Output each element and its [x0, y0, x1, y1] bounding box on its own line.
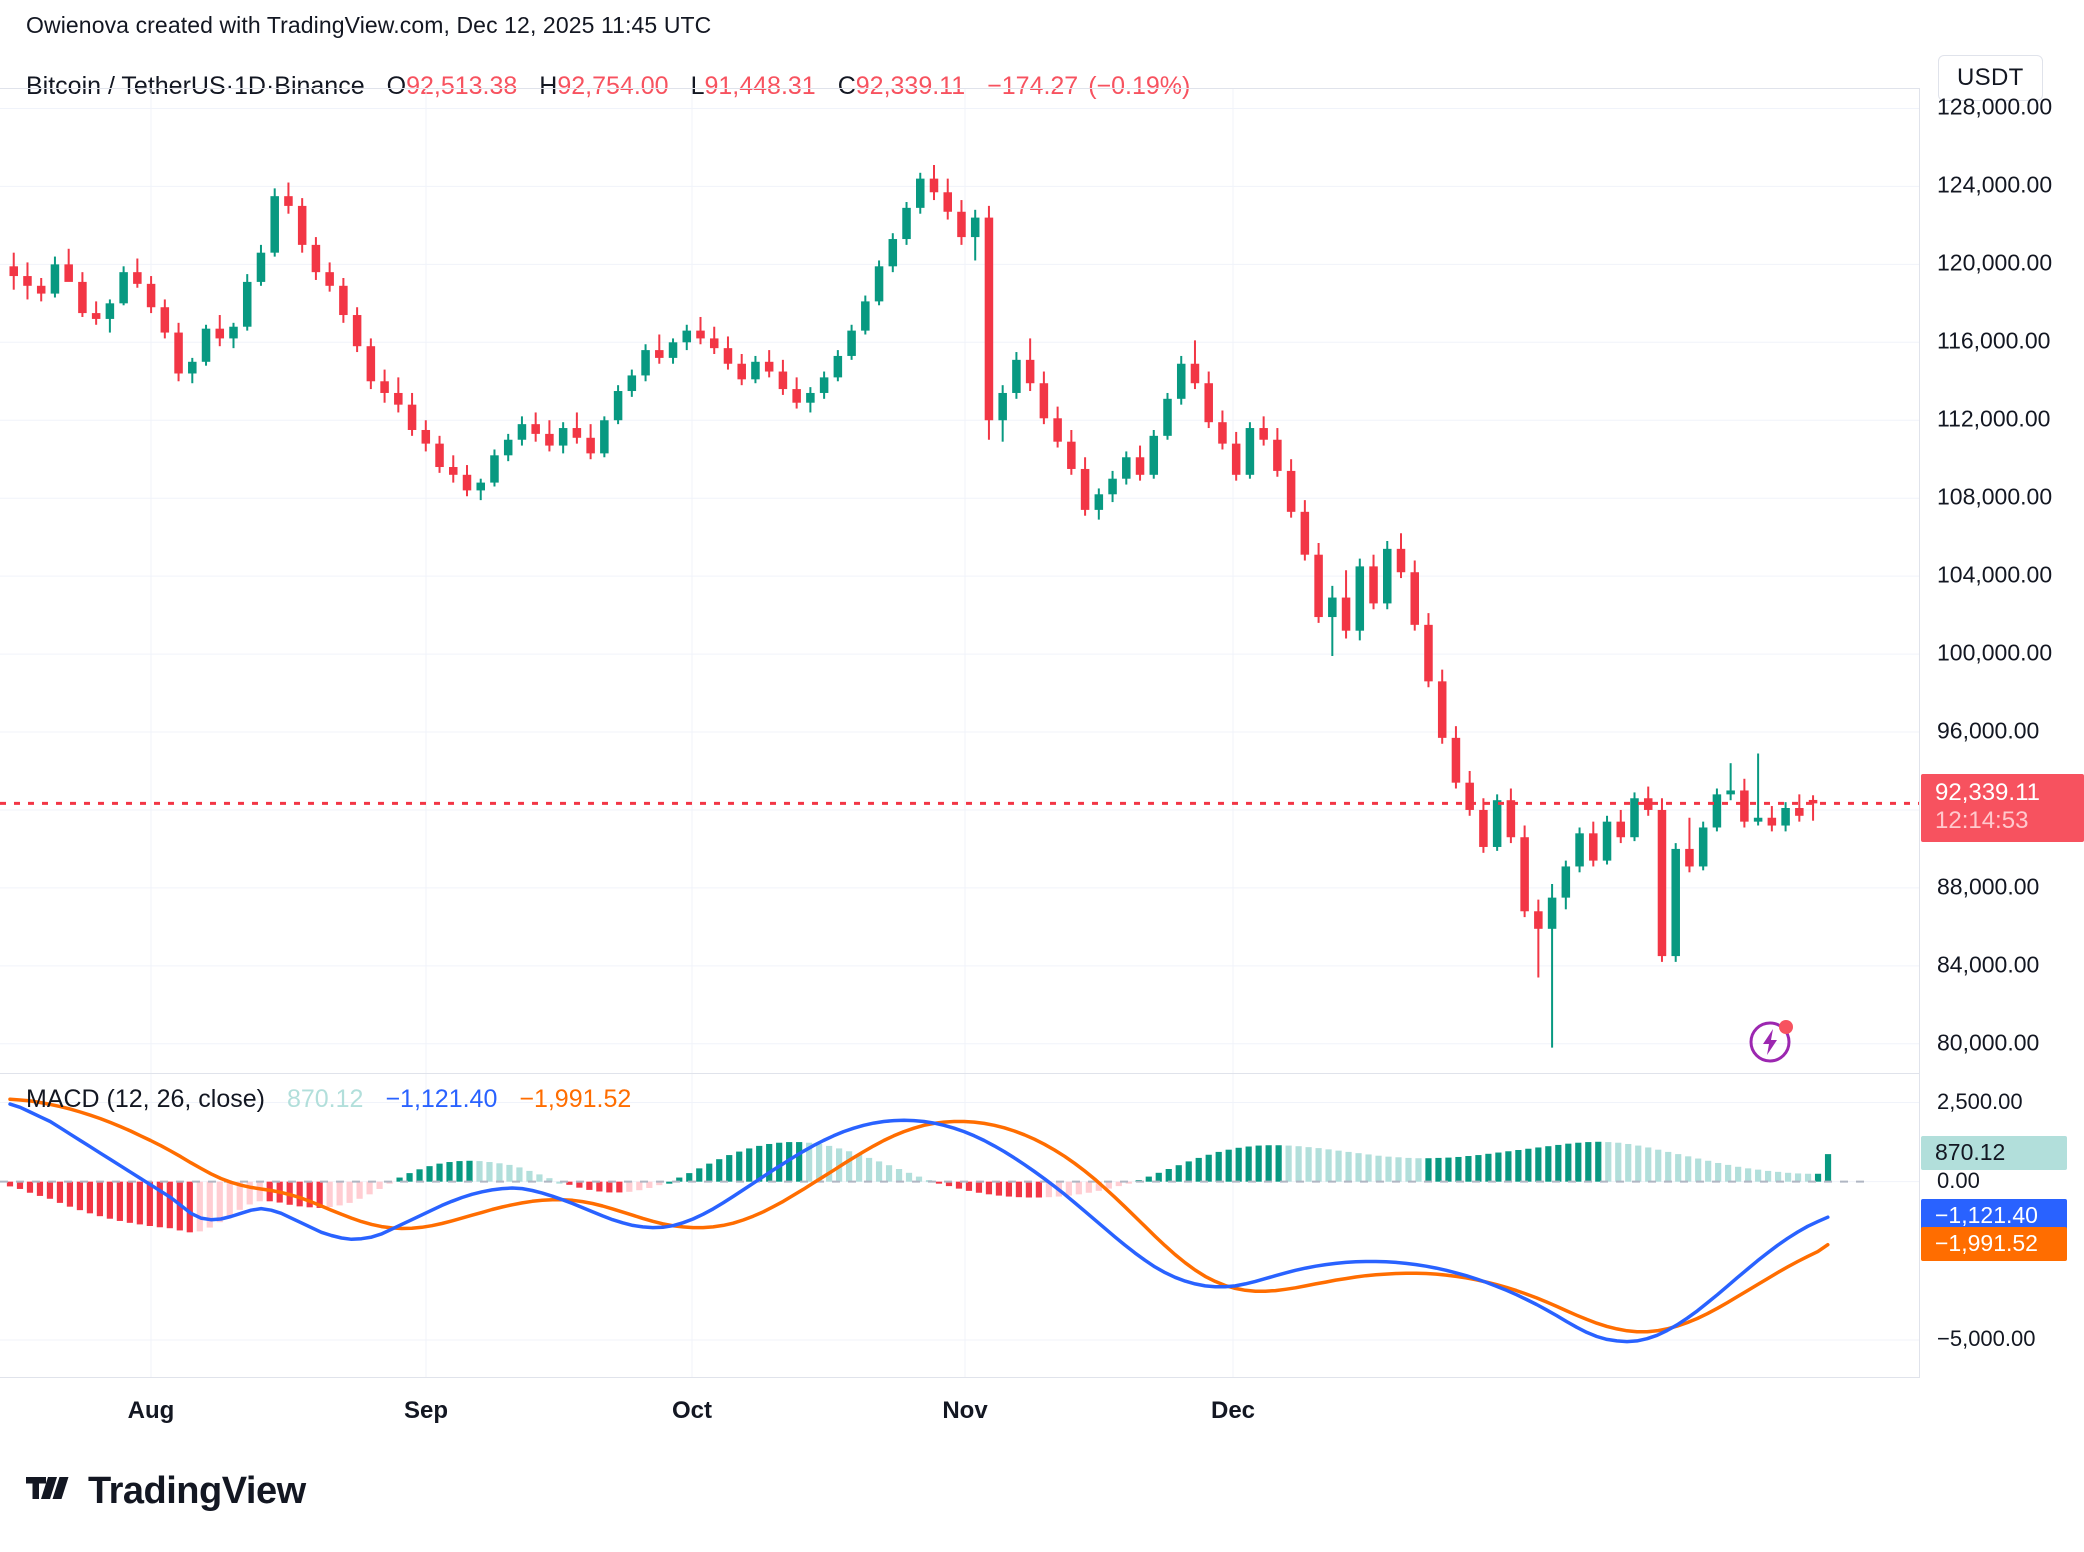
time-axis[interactable]: Aug Sep Oct Nov Dec — [0, 1379, 1920, 1449]
time-axis-label: Aug — [127, 1397, 175, 1424]
macd-signal-value: −1,991.52 — [519, 1085, 632, 1113]
macd-value-badge-signal-line[interactable]: −1,991.52 — [1921, 1226, 2067, 1261]
price-plot — [0, 89, 1919, 1073]
macd-plot — [0, 1074, 1919, 1377]
symbol-name[interactable]: Bitcoin / TetherUS — [26, 72, 226, 100]
exchange-label[interactable]: Binance — [274, 72, 365, 100]
lightning-bolt-icon[interactable] — [1746, 1014, 1798, 1066]
tradingview-mark-icon — [26, 1476, 69, 1499]
macd-axis-tick: 0.00 — [1937, 1167, 1980, 1193]
macd-value-axis[interactable]: 2,500.00 0.00 −5,000.00 — [1921, 1073, 2084, 1378]
ohlc-low: L91,448.31 — [691, 72, 816, 101]
macd-hist-value: 870.12 — [286, 1085, 364, 1113]
macd-title[interactable]: MACD (12, 26, close) — [26, 1085, 265, 1113]
tradingview-logo: TradingView — [26, 1470, 306, 1513]
interval-label[interactable]: 1D — [233, 72, 266, 100]
macd-pane[interactable] — [0, 1073, 1920, 1378]
price-axis-tick: 128,000.00 — [1937, 93, 2053, 120]
macd-axis-tick: −5,000.00 — [1937, 1326, 2036, 1351]
price-axis-tick: 88,000.00 — [1937, 873, 2040, 900]
open-value: 92,513.38 — [406, 72, 518, 100]
low-value: 91,448.31 — [704, 72, 816, 100]
currency-chip[interactable]: USDT — [1938, 55, 2043, 101]
price-axis-tick: 112,000.00 — [1937, 405, 2051, 432]
time-axis-label: Sep — [403, 1397, 449, 1424]
change-percent: (−0.19%) — [1088, 72, 1191, 100]
attribution-text: Owienova created with TradingView.com, D… — [26, 12, 712, 38]
alert-dot-icon — [1779, 1020, 1793, 1034]
time-axis-label: Oct — [671, 1397, 713, 1424]
ohlc-group: O92,513.38 H92,754.00 L91,448.31 C92,339… — [387, 72, 1201, 101]
price-axis[interactable]: 128,000.00 124,000.00 120,000.00 116,000.00… — [1921, 88, 2084, 1073]
open-label: O — [386, 72, 407, 100]
chart-legend: Bitcoin / TetherUS · 1D · Binance O92,51… — [26, 72, 1200, 101]
change-absolute: −174.27 — [987, 72, 1079, 100]
tradingview-wordmark: TradingView — [88, 1470, 306, 1512]
price-axis-tick: 116,000.00 — [1937, 327, 2051, 354]
candlestick-series — [0, 89, 1919, 1073]
ohlc-close: C92,339.11 — [838, 72, 965, 101]
close-value: 92,339.11 — [855, 72, 966, 100]
price-axis-tick: 104,000.00 — [1937, 561, 2053, 588]
price-axis-tick: 124,000.00 — [1937, 171, 2053, 198]
macd-value-badge-histogram[interactable]: 870.12 — [1921, 1136, 2067, 1171]
price-axis-tick: 96,000.00 — [1937, 717, 2040, 744]
legend-separator-1: · — [225, 72, 234, 100]
price-axis-tick: 100,000.00 — [1937, 639, 2053, 666]
price-axis-tick: 84,000.00 — [1937, 951, 2040, 978]
price-axis-tick: 120,000.00 — [1937, 249, 2053, 276]
time-axis-label: Nov — [942, 1397, 988, 1424]
ohlc-open: O92,513.38 — [387, 72, 518, 101]
legend-separator-2: · — [265, 72, 275, 100]
time-axis-label: Dec — [1210, 1397, 1256, 1424]
bar-countdown-timer: 12:14:53 — [1935, 806, 2029, 834]
price-pane[interactable] — [0, 88, 1920, 1073]
low-label: L — [690, 72, 705, 100]
price-axis-tick: 80,000.00 — [1937, 1029, 2040, 1056]
macd-series — [0, 1074, 1919, 1377]
macd-line-value: −1,121.40 — [385, 1085, 498, 1113]
macd-legend: MACD (12, 26, close) 870.12 −1,121.40 −1… — [26, 1085, 631, 1114]
macd-axis-tick: 2,500.00 — [1937, 1088, 2023, 1114]
high-value: 92,754.00 — [557, 72, 669, 100]
close-label: C — [837, 72, 856, 100]
ohlc-high: H92,754.00 — [539, 72, 668, 101]
price-axis-tick: 108,000.00 — [1937, 483, 2053, 510]
high-label: H — [539, 72, 558, 100]
current-price-value: 92,339.11 — [1935, 779, 2040, 807]
current-price-badge[interactable]: 92,339.11 12:14:53 — [1921, 774, 2084, 842]
